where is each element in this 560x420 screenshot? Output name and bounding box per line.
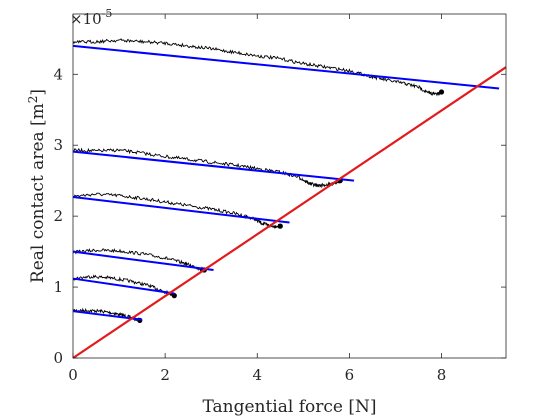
y-tick-label-2: 2 bbox=[53, 207, 63, 225]
y-axis-title-base: Real contact area [m bbox=[28, 103, 48, 283]
boundary-line-group bbox=[72, 66, 507, 359]
measured-series-6 bbox=[72, 38, 442, 97]
fit-line-3 bbox=[72, 250, 214, 272]
fit-line-5 bbox=[72, 150, 355, 182]
y-tick-label-0: 0 bbox=[53, 349, 63, 367]
measured-end-cluster-4 bbox=[277, 223, 283, 229]
fit-lines-group bbox=[72, 44, 500, 321]
fit-line-4 bbox=[72, 196, 290, 224]
x-axis-ticks: 0 2 4 6 8 bbox=[68, 14, 446, 384]
boundary-line bbox=[72, 66, 507, 359]
y-axis-title: Real contact area [m2] bbox=[26, 89, 48, 283]
y-axis-title-tail: ] bbox=[28, 89, 48, 96]
x-tick-label-0: 0 bbox=[68, 366, 78, 384]
measured-end-cluster-6 bbox=[438, 89, 445, 95]
measured-end-cluster-2 bbox=[171, 293, 177, 299]
x-tick-label-4: 4 bbox=[252, 366, 262, 384]
plot-area bbox=[73, 14, 506, 358]
fit-line-2 bbox=[72, 277, 175, 295]
y-axis-title-superscript: 2 bbox=[26, 96, 40, 104]
y-multiplier-exponent: -5 bbox=[102, 7, 113, 20]
y-tick-label-3: 3 bbox=[53, 136, 63, 154]
y-axis-ticks: 0 1 2 3 4 bbox=[53, 65, 506, 367]
y-multiplier-label: ×10-5 bbox=[70, 7, 112, 28]
fit-line-6 bbox=[72, 44, 500, 90]
measured-series-5 bbox=[72, 147, 341, 189]
x-tick-label-2: 2 bbox=[160, 366, 170, 384]
y-tick-label-1: 1 bbox=[53, 278, 63, 296]
y-multiplier-base: ×10 bbox=[70, 10, 102, 28]
x-axis-title: Tangential force [N] bbox=[202, 397, 376, 417]
measured-series-4 bbox=[72, 192, 281, 229]
x-tick-label-8: 8 bbox=[437, 366, 447, 384]
axes-box bbox=[72, 13, 507, 359]
x-tick-label-6: 6 bbox=[345, 366, 355, 384]
y-tick-label-4: 4 bbox=[53, 65, 63, 83]
